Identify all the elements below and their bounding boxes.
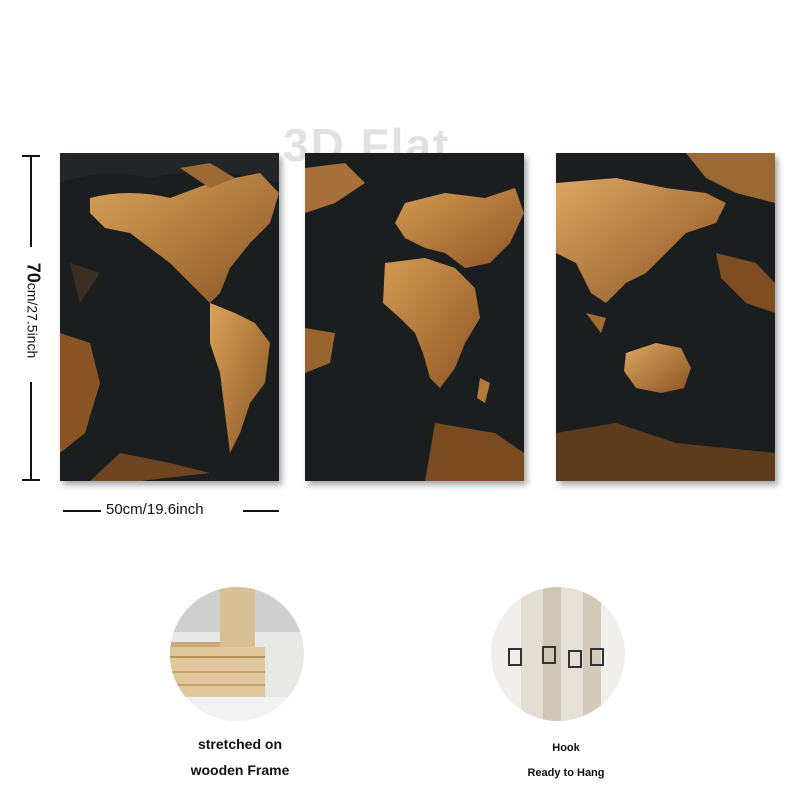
width-dimension-line-left	[63, 510, 101, 512]
width-dimension-label: 50cm/19.6inch	[106, 501, 204, 518]
hook-caption-line2: Ready to Hang	[527, 767, 605, 779]
height-dimension-tick-top	[22, 155, 40, 157]
canvas-panel-right	[556, 153, 775, 481]
frame-caption-line1: stretched on	[197, 736, 282, 752]
height-dimension-line-top	[30, 155, 32, 247]
height-dimension-tick-bottom	[22, 479, 40, 481]
height-unit: cm/27.5inch	[24, 282, 41, 359]
canvas-panel-left	[60, 153, 279, 481]
wooden-frame-photo	[170, 587, 304, 721]
canvas-panel-middle	[305, 153, 524, 481]
height-dimension-line-bottom	[30, 382, 32, 480]
width-dimension-line-right	[243, 510, 279, 512]
height-value: 70	[23, 262, 44, 283]
asia-australia-map-artwork	[556, 153, 775, 481]
frame-caption-line2: wooden Frame	[190, 762, 290, 778]
hook-caption-line1: Hook	[552, 742, 580, 754]
hook-photo	[491, 587, 625, 721]
africa-europe-map-artwork	[305, 153, 524, 481]
frame-caption: stretched on wooden Frame	[165, 731, 315, 783]
americas-map-artwork	[60, 153, 279, 481]
hook-caption: Hook Ready to Hang	[496, 736, 636, 786]
height-dimension-label: 70cm/27.5inch	[23, 216, 44, 406]
